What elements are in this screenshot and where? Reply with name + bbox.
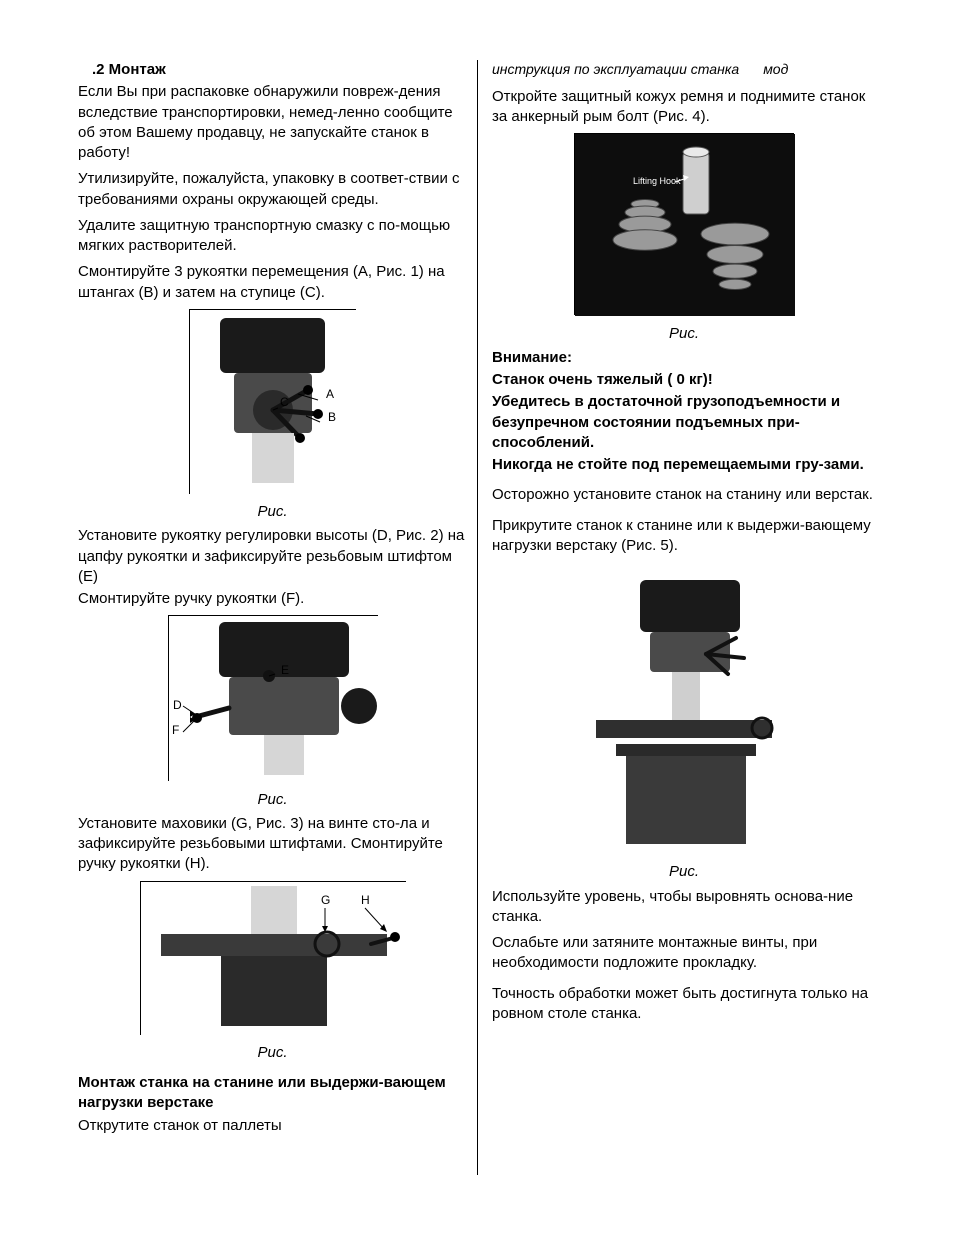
- para-recycle: Утилизируйте, пожалуйста, упаковку в соо…: [78, 169, 467, 210]
- figure-2-wrap: D E F: [78, 615, 467, 787]
- warning-weight: Станок очень тяжелый ( 0 кг)!: [492, 370, 876, 390]
- para-level: Используйте уровень, чтобы выровнять осн…: [492, 887, 876, 928]
- svg-text:B: B: [328, 410, 336, 424]
- para-grease: Удалите защитную транспортную смазку с п…: [78, 216, 467, 257]
- figure-3-wrap: GH: [78, 881, 467, 1041]
- figure-3-caption: Рис.: [78, 1043, 467, 1063]
- para-accuracy: Точность обработки может быть достигнута…: [492, 984, 876, 1025]
- figure-1-caption: Рис.: [78, 502, 467, 522]
- para-handwheels: Установите маховики (G, Рис. 3) на винте…: [78, 814, 467, 875]
- figure-1: AB C: [189, 309, 356, 494]
- para-handles: Смонтируйте 3 рукоятки перемещения (A, Р…: [78, 262, 467, 303]
- para-damage: Если Вы при распаковке обнаружили повреж…: [78, 82, 467, 163]
- header-line: инструкция по эксплуатации станка мод: [492, 60, 876, 79]
- right-column: инструкция по эксплуатации станка мод От…: [477, 60, 876, 1175]
- figure-4: Lifting Hook: [574, 133, 794, 315]
- figure-3: GH: [140, 881, 406, 1035]
- figure-4-wrap: Lifting Hook: [492, 133, 876, 321]
- svg-text:E: E: [281, 663, 289, 677]
- para-bolt-machine: Прикрутите станок к станине или к выдерж…: [492, 516, 876, 557]
- para-height-handle: Установите рукоятку регулировки высоты (…: [78, 526, 467, 587]
- para-open-cover: Откройте защитный кожух ремня и поднимит…: [492, 87, 876, 128]
- warning-capacity: Убедитесь в достаточной грузоподъемности…: [492, 392, 876, 453]
- two-column-layout: .2 Монтаж Если Вы при распаковке обнаруж…: [78, 60, 876, 1175]
- figure-4-caption: Рис.: [492, 324, 876, 344]
- svg-text:D: D: [173, 698, 182, 712]
- svg-text:G: G: [321, 893, 330, 907]
- figure-2-caption: Рис.: [78, 790, 467, 810]
- left-column: .2 Монтаж Если Вы при распаковке обнаруж…: [78, 60, 477, 1175]
- para-shim: Ослабьте или затяните монтажные винты, п…: [492, 933, 876, 974]
- warning-under-load: Никогда не стойте под перемещаемыми гру-…: [492, 455, 876, 475]
- section-title: .2 Монтаж: [78, 60, 467, 80]
- svg-text:C: C: [280, 395, 289, 409]
- figure-5-caption: Рис.: [492, 862, 876, 882]
- svg-text:Lifting Hook: Lifting Hook: [633, 176, 681, 186]
- para-unscrew-pallet: Открутите станок от паллеты: [78, 1116, 467, 1136]
- figure-1-wrap: AB C: [78, 309, 467, 500]
- header-right: мод: [763, 60, 788, 79]
- svg-text:A: A: [326, 387, 334, 401]
- mount-heading: Монтаж станка на станине или выдержи-ваю…: [78, 1073, 467, 1114]
- para-knob-f: Смонтируйте ручку рукоятки (F).: [78, 589, 467, 609]
- figure-2: D E F: [168, 615, 378, 781]
- svg-text:H: H: [361, 893, 370, 907]
- svg-text:F: F: [172, 723, 179, 737]
- figure-5-wrap: [492, 562, 876, 860]
- header-left: инструкция по эксплуатации станка: [492, 60, 739, 79]
- figure-5: [586, 562, 782, 854]
- para-place-machine: Осторожно установите станок на станину и…: [492, 485, 876, 505]
- warning-heading: Внимание:: [492, 348, 876, 368]
